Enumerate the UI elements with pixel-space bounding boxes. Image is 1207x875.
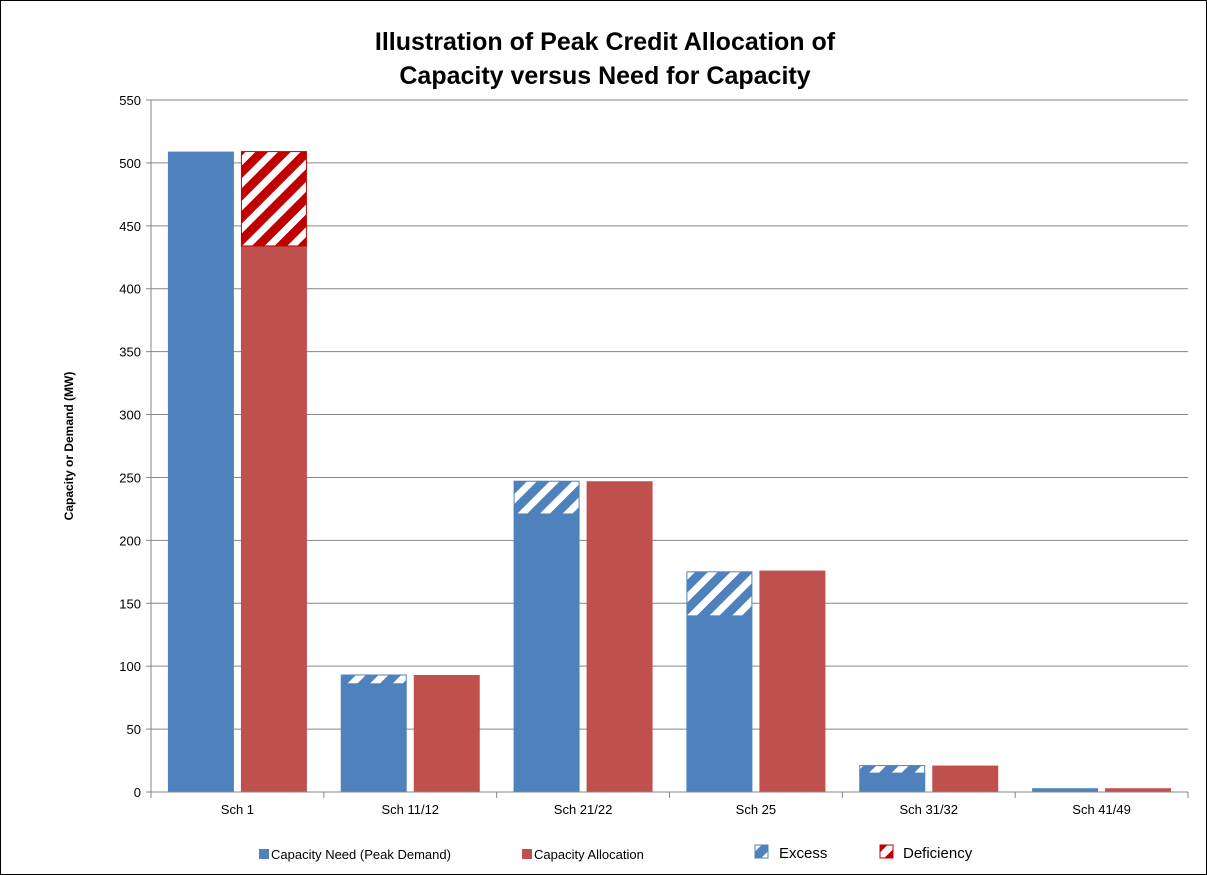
y-tick-label: 350 (119, 345, 141, 360)
chart-title-line-2: Capacity versus Need for Capacity (399, 62, 810, 90)
x-tick-label: Sch 25 (736, 802, 776, 817)
x-tick-label: Sch 21/22 (554, 802, 613, 817)
legend-label-excess: Excess (779, 845, 827, 862)
y-tick-label: 200 (119, 533, 141, 548)
x-tick-label: Sch 1 (221, 802, 254, 817)
gridlines (151, 99, 1188, 730)
y-tick-label: 50 (127, 722, 141, 737)
legend-item-deficiency: Deficiency (879, 844, 973, 862)
x-tick-label: Sch 11/12 (381, 802, 439, 817)
bars (167, 151, 1172, 792)
legend-label-capacity-need: Capacity Need (Peak Demand) (271, 847, 451, 862)
y-tick-label: 400 (119, 282, 141, 297)
y-axis-ticks: 0 50 100 150 200 250 300 350 400 450 500 550 (119, 93, 151, 800)
bar-capacity-need-sch-1 (167, 151, 234, 792)
y-tick-label: 250 (119, 470, 141, 485)
bar-capacity-allocation-sch-41-49 (1105, 788, 1172, 792)
bar-excess-sch-21-22 (513, 480, 580, 515)
chart-title-line-1: Illustration of Peak Credit Allocation o… (375, 28, 836, 56)
legend-swatch-excess (754, 844, 769, 859)
legend-label-capacity-allocation: Capacity Allocation (534, 847, 644, 862)
bar-capacity-need-sch-41-49 (1032, 788, 1099, 792)
bar-capacity-allocation-sch-11-12 (413, 674, 480, 792)
y-tick-label: 150 (119, 596, 141, 611)
y-tick-label: 300 (119, 408, 141, 423)
legend: Capacity Need (Peak Demand) Capacity All… (259, 844, 973, 862)
bar-capacity-need-sch-25 (686, 615, 753, 792)
legend-label-deficiency: Deficiency (903, 845, 973, 862)
bar-capacity-allocation-sch-1 (240, 245, 307, 792)
x-tick-label: Sch 31/32 (899, 802, 958, 817)
legend-swatch-capacity-allocation (522, 849, 532, 859)
bar-capacity-allocation-sch-31-32 (932, 765, 999, 792)
bar-excess-sch-31-32 (859, 765, 926, 774)
legend-item-capacity-need: Capacity Need (Peak Demand) (259, 847, 451, 862)
y-tick-label: 500 (119, 156, 141, 171)
y-tick-label: 450 (119, 219, 141, 234)
bar-capacity-allocation-sch-25 (759, 570, 826, 792)
x-tick-label: Sch 41/49 (1072, 802, 1131, 817)
legend-item-capacity-allocation: Capacity Allocation (522, 847, 644, 862)
bar-excess-sch-11-12 (340, 674, 407, 685)
bar-capacity-need-sch-11-12 (340, 683, 407, 792)
y-axis-label: Capacity or Demand (MW) (62, 372, 76, 521)
y-tick-label: 100 (119, 659, 141, 674)
bar-deficiency-sch-1 (240, 151, 307, 247)
bar-excess-sch-25 (686, 571, 753, 617)
legend-item-excess: Excess (754, 844, 827, 862)
bar-capacity-need-sch-21-22 (513, 513, 580, 792)
bar-capacity-allocation-sch-21-22 (586, 481, 653, 792)
y-tick-label: 0 (134, 785, 141, 800)
y-tick-label: 550 (119, 93, 141, 108)
x-axis-ticks: Sch 1 Sch 11/12 Sch 21/22 Sch 25 Sch 31/32 Sc… (150, 792, 1189, 817)
bar-capacity-need-sch-31-32 (859, 773, 926, 792)
legend-swatch-capacity-need (259, 849, 269, 859)
legend-swatch-deficiency (879, 844, 894, 859)
